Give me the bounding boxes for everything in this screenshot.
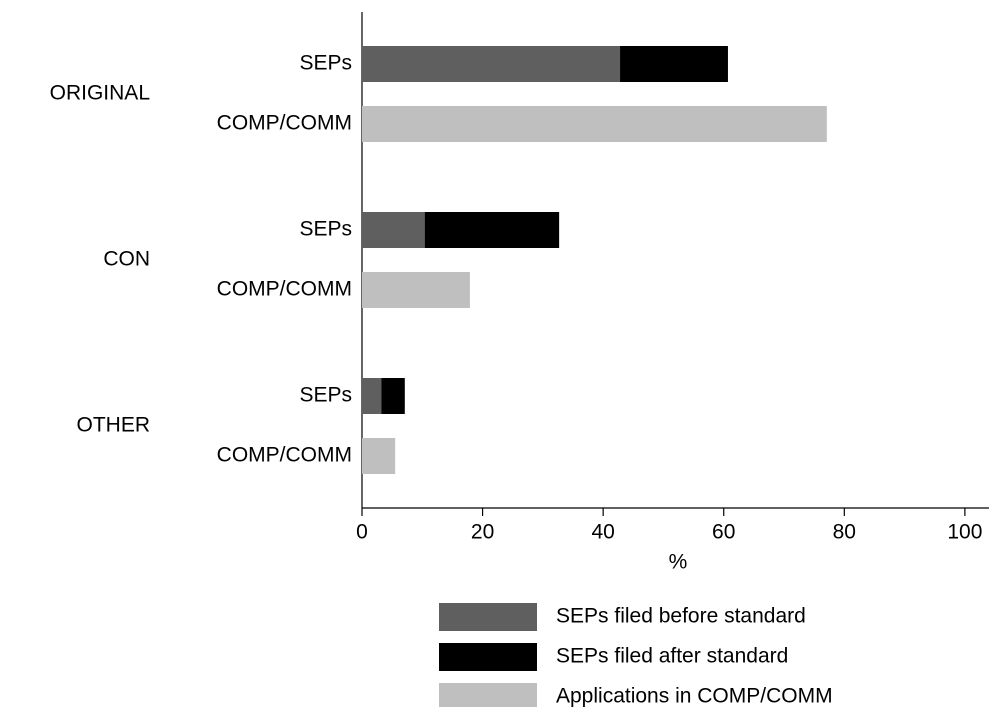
y-tick-label: COMP/COMM	[217, 278, 352, 301]
x-tick-label: 100	[947, 521, 982, 544]
legend-swatch	[439, 643, 537, 671]
y-tick-label: COMP/COMM	[217, 444, 352, 467]
bar-segment	[362, 106, 827, 142]
bar-segment	[381, 378, 405, 414]
x-tick-label: 60	[712, 521, 735, 544]
x-axis-label: %	[669, 551, 688, 574]
group-label: OTHER	[77, 414, 151, 437]
x-tick-label: 20	[471, 521, 494, 544]
bar-segment	[362, 272, 470, 308]
group-label: CON	[103, 248, 150, 271]
legend-label: SEPs filed after standard	[556, 645, 788, 668]
y-tick-label: SEPs	[299, 52, 352, 75]
y-tick-label: SEPs	[299, 384, 352, 407]
x-tick-label: 40	[591, 521, 614, 544]
bar-segment	[424, 212, 560, 248]
bar-segment	[362, 46, 621, 82]
bar-segment	[362, 378, 382, 414]
group-label: ORIGINAL	[50, 82, 150, 105]
legend-label: SEPs filed before standard	[556, 605, 806, 628]
legend-swatch	[439, 603, 537, 631]
legend-label: Applications in COMP/COMM	[556, 685, 833, 707]
y-tick-label: SEPs	[299, 218, 352, 241]
y-tick-label: COMP/COMM	[217, 112, 352, 135]
bar-segment	[620, 46, 728, 82]
bar-segment	[362, 438, 396, 474]
legend-swatch	[439, 683, 537, 707]
x-tick-label: 0	[356, 521, 368, 544]
bar-segment	[362, 212, 425, 248]
x-tick-label: 80	[833, 521, 856, 544]
